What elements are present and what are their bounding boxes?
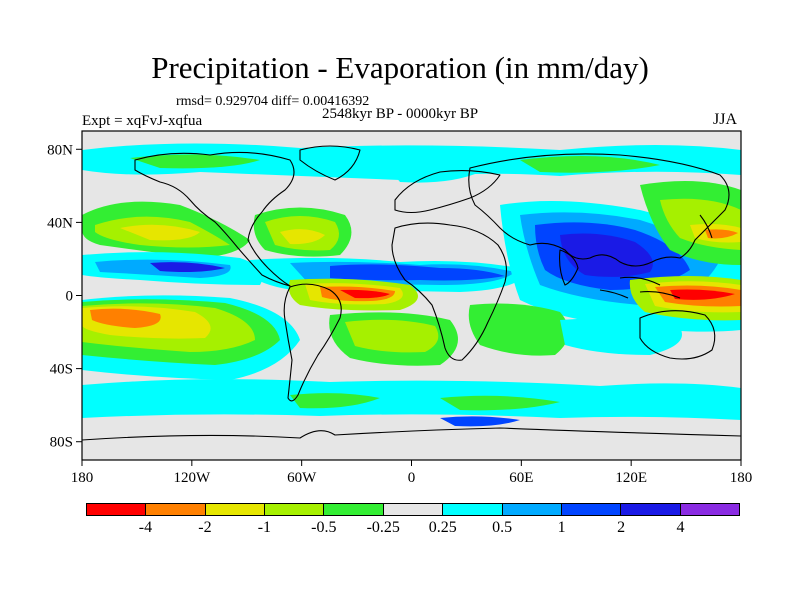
colorbar-label: 2 (617, 519, 626, 536)
field-sindian-cyan (560, 318, 682, 355)
colorbar-swatch (443, 504, 503, 515)
field-spacific-orange (90, 308, 161, 328)
field-southern-green-2 (440, 395, 560, 411)
map-title: Precipitation - Evaporation (in mm/day) (151, 50, 649, 85)
colorbar-label: 0.5 (492, 519, 513, 536)
period-text: 2548kyr BP - 0000kyr BP (322, 106, 479, 122)
colorbar-swatch (87, 504, 147, 515)
lon-tick-label: 60E (509, 470, 533, 486)
colorbar-label: -0.5 (311, 519, 337, 536)
field-sindian-green (468, 303, 569, 356)
colorbar-label: 4 (676, 519, 685, 536)
stats-text: rmsd= 0.929704 diff= 0.00416392 (176, 94, 370, 109)
lon-tick-label: 180 (730, 470, 753, 486)
colorbar-swatch (502, 504, 562, 515)
colorbar-label: -0.25 (366, 519, 400, 536)
coast-antarctica (82, 427, 741, 441)
coast-greenland (299, 145, 361, 181)
colorbar-swatch (146, 504, 206, 515)
lon-tick-label: 0 (408, 470, 416, 486)
lat-axis: 80N 40N 0 40S 80S (47, 142, 82, 451)
colorbar-label: -2 (198, 519, 212, 536)
coast-australia (639, 310, 716, 360)
coast-africa (391, 222, 507, 361)
coast-europe (394, 169, 501, 214)
lat-tick-label: 40N (47, 215, 73, 231)
colorbar-label: -4 (138, 519, 153, 536)
field-eq-atlantic-red (340, 289, 390, 299)
field-southern-green (290, 393, 380, 409)
colorbar (86, 503, 740, 516)
field-antarctic-blue (440, 416, 520, 427)
colorbar-label: 0.25 (428, 519, 457, 536)
field-natlantic-yellow (280, 229, 325, 245)
colorbar-swatch (680, 504, 739, 515)
lon-tick-label: 180 (71, 470, 94, 486)
coast-maritime (599, 276, 681, 299)
colorbar-label: 1 (557, 519, 566, 536)
colorbar-swatch (561, 504, 622, 515)
lon-tick-label: 120E (615, 470, 647, 486)
field-southern-cyan (82, 379, 741, 420)
colorbar-swatch (265, 504, 325, 515)
lon-tick-label: 60W (287, 470, 317, 486)
field-siberia-green (520, 156, 660, 173)
season-label: JJA (713, 111, 738, 128)
coast-india (559, 249, 579, 286)
lon-axis: 180 120W 60W 0 60E 120E 180 (71, 460, 753, 486)
field-npacific-yellow (120, 224, 200, 241)
experiment-label: Expt = xqFvJ-xqfua (82, 113, 203, 129)
coast-japan (699, 214, 713, 239)
lat-tick-label: 0 (66, 289, 74, 305)
colorbar-swatch (383, 504, 444, 515)
field-itcz-pacific-deep (150, 262, 225, 272)
field-eq-wpacific-red (670, 289, 735, 300)
lon-tick-label: 120W (173, 470, 211, 486)
lat-tick-label: 40S (50, 362, 73, 378)
field-atlantic-itcz-deep (330, 264, 505, 281)
coast-asia (468, 153, 730, 267)
colorbar-swatch (621, 504, 681, 515)
field-satlantic-lime (345, 319, 439, 353)
field-nwpacific-orange (705, 229, 738, 239)
colorbar-label: -1 (257, 519, 272, 536)
lat-tick-label: 80S (50, 435, 73, 451)
colorbar-swatch (205, 504, 266, 515)
coast-north-america (134, 151, 295, 287)
field-arctic-green (130, 154, 260, 169)
coastlines (82, 145, 741, 441)
colorbar-swatch (324, 504, 384, 515)
coast-south-america (283, 283, 342, 402)
lat-tick-label: 80N (47, 142, 73, 158)
